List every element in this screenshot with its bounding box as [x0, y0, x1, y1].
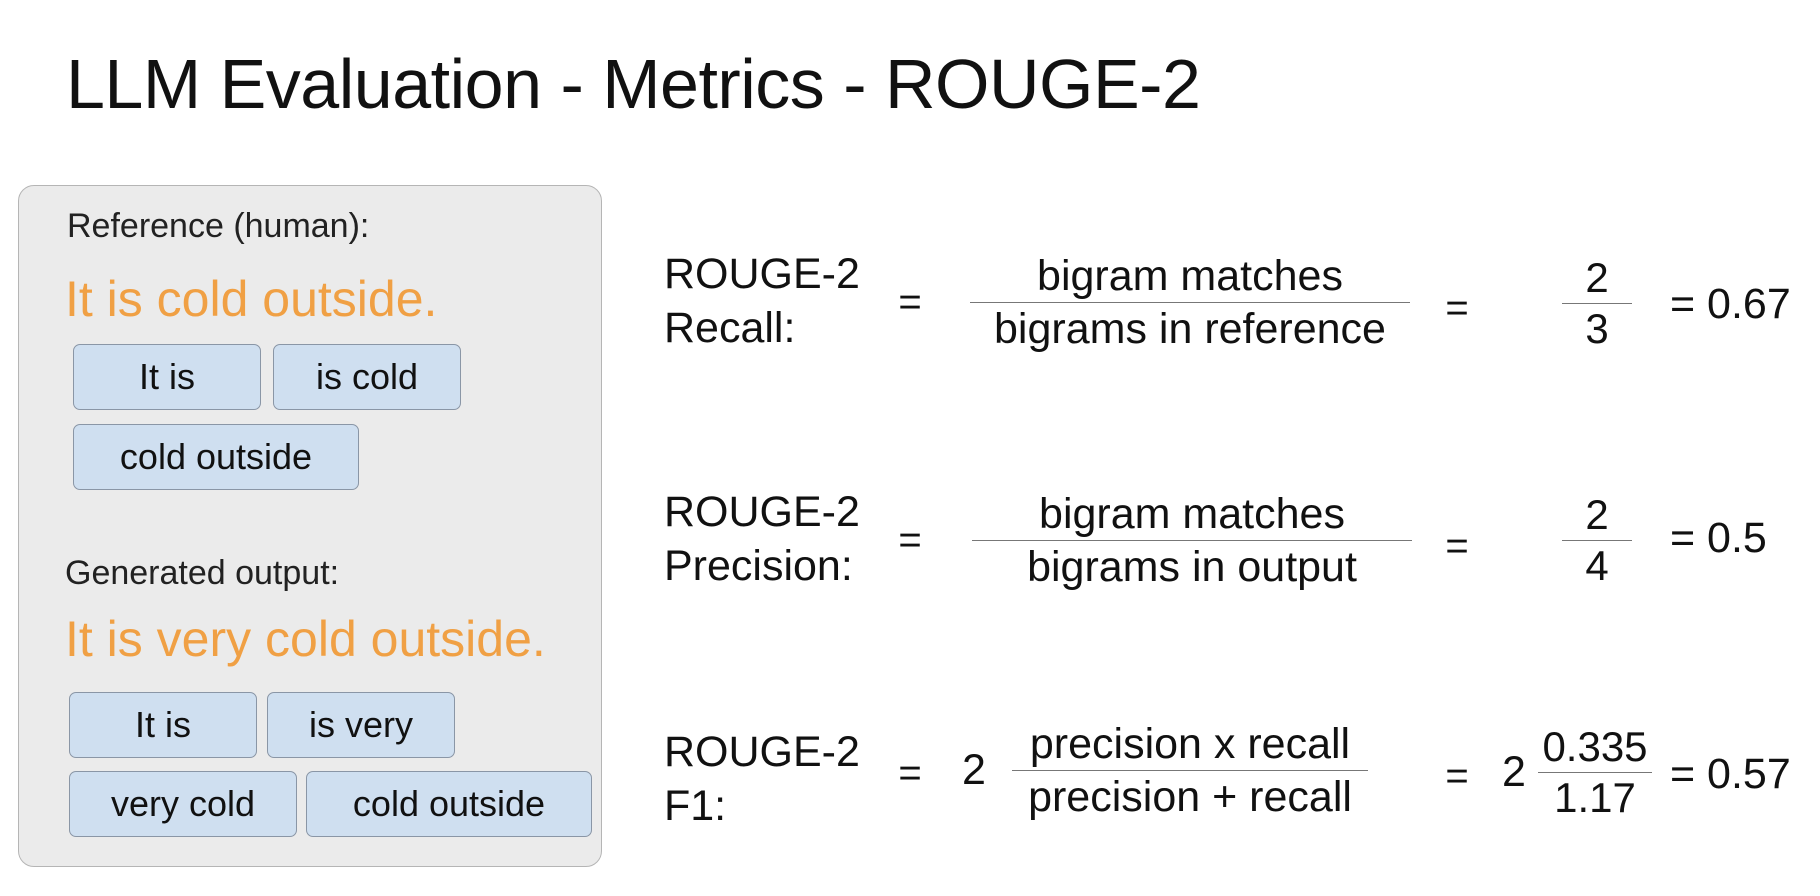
- recall-fraction: bigram matches bigrams in reference: [970, 250, 1410, 355]
- recall-value-numerator: 2: [1585, 254, 1609, 301]
- reference-bigram-chip: is cold: [273, 344, 461, 410]
- recall-value-denominator: 3: [1585, 305, 1609, 352]
- generated-bigram-chip: cold outside: [306, 771, 592, 837]
- f1-value-denominator: 1.17: [1554, 774, 1636, 821]
- reference-sentence: It is cold outside.: [65, 271, 438, 327]
- precision-value-fraction: 2 4: [1562, 490, 1632, 591]
- precision-label-line2: Precision:: [664, 542, 853, 590]
- f1-denominator: precision + recall: [1028, 773, 1352, 821]
- fraction-bar: [1562, 540, 1632, 541]
- recall-denominator: bigrams in reference: [994, 305, 1386, 353]
- generated-bigram-chip: It is: [69, 692, 257, 758]
- reference-bigram-chip: cold outside: [73, 424, 359, 490]
- fraction-bar: [1012, 770, 1368, 771]
- fraction-bar: [1538, 772, 1652, 773]
- generated-bigram-chip: very cold: [69, 771, 297, 837]
- recall-value-fraction: 2 3: [1562, 253, 1632, 354]
- precision-denominator: bigrams in output: [1027, 543, 1357, 591]
- equals-sign: =: [898, 280, 922, 324]
- f1-numerator: precision x recall: [1029, 720, 1351, 768]
- precision-label-line1: ROUGE-2: [664, 488, 860, 536]
- f1-result: = 0.57: [1670, 750, 1791, 798]
- equals-sign: =: [1445, 524, 1469, 568]
- reference-label: Reference (human):: [67, 207, 370, 245]
- f1-value-coefficient: 2: [1502, 748, 1526, 796]
- recall-label-line2: Recall:: [664, 304, 796, 352]
- example-panel: Reference (human): It is cold outside. I…: [18, 185, 602, 867]
- fraction-bar: [1562, 303, 1632, 304]
- generated-sentence: It is very cold outside.: [65, 611, 546, 667]
- f1-coefficient: 2: [962, 746, 986, 794]
- precision-result: = 0.5: [1670, 514, 1767, 562]
- f1-label-line2: F1:: [664, 782, 727, 830]
- precision-fraction: bigram matches bigrams in output: [972, 488, 1412, 593]
- equals-sign: =: [1445, 286, 1469, 330]
- recall-label-line1: ROUGE-2: [664, 250, 860, 298]
- precision-numerator: bigram matches: [1039, 490, 1345, 538]
- recall-numerator: bigram matches: [1037, 252, 1343, 300]
- f1-label-line1: ROUGE-2: [664, 728, 860, 776]
- slide-title: LLM Evaluation - Metrics - ROUGE-2: [66, 45, 1201, 123]
- equals-sign: =: [898, 751, 922, 795]
- f1-value-numerator: 0.335: [1542, 723, 1648, 770]
- f1-fraction: precision x recall precision + recall: [1012, 718, 1368, 823]
- fraction-bar: [970, 302, 1410, 303]
- equals-sign: =: [898, 518, 922, 562]
- recall-result: = 0.67: [1670, 280, 1791, 328]
- generated-bigram-chip: is very: [267, 692, 455, 758]
- fraction-bar: [972, 540, 1412, 541]
- precision-value-numerator: 2: [1585, 491, 1609, 538]
- precision-value-denominator: 4: [1585, 542, 1609, 589]
- generated-label: Generated output:: [65, 554, 340, 592]
- f1-value-fraction: 0.335 1.17: [1538, 722, 1652, 823]
- equals-sign: =: [1445, 754, 1469, 798]
- reference-bigram-chip: It is: [73, 344, 261, 410]
